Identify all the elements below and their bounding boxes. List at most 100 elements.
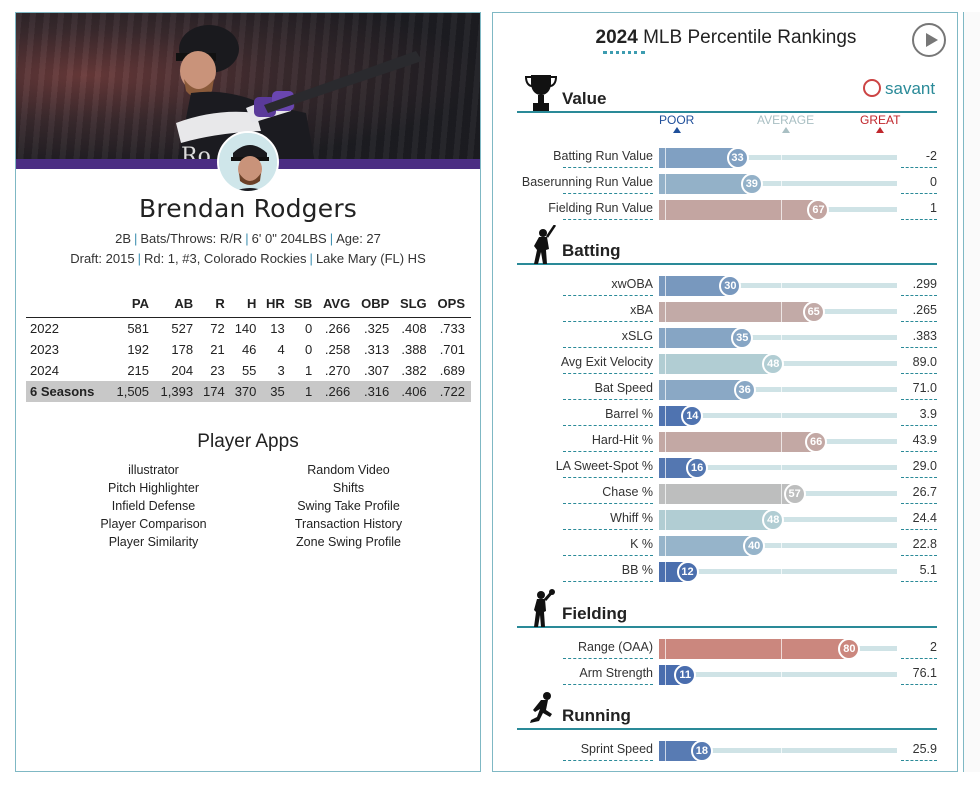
row-divider bbox=[901, 581, 937, 582]
stats-total-cell: 174 bbox=[199, 381, 231, 402]
percentile-bar bbox=[659, 276, 731, 296]
percentile-badge: 18 bbox=[690, 740, 713, 762]
player-app-link[interactable]: Infield Defense bbox=[111, 499, 196, 513]
metric-label: Sprint Speed bbox=[580, 742, 653, 756]
bar-start-marker bbox=[665, 276, 666, 296]
stats-cell: 178 bbox=[171, 342, 194, 357]
metric-row[interactable]: xwOBA 30 .299 bbox=[493, 274, 957, 300]
metric-row[interactable]: xSLG 35 .383 bbox=[493, 326, 957, 352]
savant-logo[interactable]: savant bbox=[863, 79, 935, 99]
metric-label: xwOBA bbox=[611, 277, 653, 291]
scale-great: GREAT bbox=[860, 113, 900, 133]
percentile-badge: 12 bbox=[676, 561, 699, 583]
player-app-link[interactable]: Pitch Highlighter bbox=[107, 481, 199, 495]
percentile-bar bbox=[659, 302, 814, 322]
bar-start-marker bbox=[665, 200, 666, 220]
bar-average-marker bbox=[781, 639, 782, 659]
bar-start-marker bbox=[665, 380, 666, 400]
metric-row[interactable]: K % 40 22.8 bbox=[493, 534, 957, 560]
metric-row[interactable]: Batting Run Value 33 -2 bbox=[493, 146, 957, 172]
player-app-link[interactable]: Random Video bbox=[307, 463, 390, 477]
metric-value: 2 bbox=[930, 640, 937, 654]
bio-line-2: Draft: 2015 | Rd: 1, #3, Colorado Rockies |… bbox=[70, 251, 426, 266]
player-app-link[interactable]: Swing Take Profile bbox=[297, 499, 400, 513]
percentile-bar bbox=[659, 174, 752, 194]
metric-row[interactable]: Barrel % 14 3.9 bbox=[493, 404, 957, 430]
stats-cell: .266 bbox=[324, 321, 351, 336]
player-app-link[interactable]: Shifts bbox=[332, 481, 365, 495]
bar-average-marker bbox=[781, 665, 782, 685]
metric-value: 3.9 bbox=[919, 407, 937, 421]
bar-average-marker bbox=[781, 741, 782, 761]
stats-cell: 21 bbox=[210, 342, 225, 357]
metric-row[interactable]: LA Sweet-Spot % 16 29.0 bbox=[493, 456, 957, 482]
metric-row[interactable]: Arm Strength 11 76.1 bbox=[493, 663, 957, 689]
row-divider bbox=[901, 684, 937, 685]
row-divider bbox=[563, 684, 653, 685]
percentile-badge: 11 bbox=[674, 664, 697, 686]
percentile-badge: 35 bbox=[731, 327, 754, 349]
metric-row[interactable]: Fielding Run Value 67 1 bbox=[493, 198, 957, 224]
stats-total-cell: .266 bbox=[318, 381, 357, 402]
metric-row[interactable]: Sprint Speed 18 25.9 bbox=[493, 739, 957, 765]
bar-average-marker bbox=[781, 432, 782, 452]
fielder-icon bbox=[525, 588, 557, 628]
row-divider bbox=[901, 373, 937, 374]
player-app-link[interactable]: Transaction History bbox=[294, 517, 403, 531]
row-divider bbox=[563, 425, 653, 426]
player-app-link[interactable]: illustrator bbox=[128, 463, 179, 477]
percentile-title: 2024 MLB Percentile Rankings bbox=[493, 27, 957, 49]
percentile-track bbox=[659, 155, 897, 160]
stats-total-cell: .722 bbox=[432, 381, 471, 402]
row-divider bbox=[901, 399, 937, 400]
stats-cell: .382 bbox=[401, 363, 427, 378]
metric-row[interactable]: Chase % 57 26.7 bbox=[493, 482, 957, 508]
metric-row[interactable]: Whiff % 48 24.4 bbox=[493, 508, 957, 534]
percentile-bar bbox=[659, 639, 850, 659]
metric-value: .299 bbox=[912, 277, 937, 291]
metric-value: 71.0 bbox=[912, 381, 937, 395]
player-app-link[interactable]: Zone Swing Profile bbox=[296, 535, 401, 549]
percentile-track bbox=[659, 387, 897, 392]
stats-season-cell: 2023 bbox=[30, 342, 59, 357]
metric-value: 26.7 bbox=[912, 485, 937, 499]
stats-total-cell: 1 bbox=[290, 381, 319, 402]
player-app-link[interactable]: Player Similarity bbox=[108, 535, 199, 549]
metric-value: 1 bbox=[930, 201, 937, 215]
stats-cell: 3 bbox=[277, 363, 285, 378]
player-app-link[interactable]: Player Comparison bbox=[100, 517, 207, 531]
percentile-badge: 40 bbox=[743, 535, 766, 557]
stats-total-cell: 1,505 bbox=[110, 381, 156, 402]
metric-row[interactable]: Avg Exit Velocity 48 89.0 bbox=[493, 352, 957, 378]
metric-row[interactable]: Range (OAA) 80 2 bbox=[493, 637, 957, 663]
section-title: Batting bbox=[562, 241, 621, 260]
percentile-bar bbox=[659, 328, 743, 348]
bar-start-marker bbox=[665, 174, 666, 194]
stats-cell: 1 bbox=[305, 363, 313, 378]
metric-label: Baserunning Run Value bbox=[521, 175, 653, 189]
metric-row[interactable]: Bat Speed 36 71.0 bbox=[493, 378, 957, 404]
bar-start-marker bbox=[665, 484, 666, 504]
row-divider bbox=[563, 658, 653, 659]
metric-row[interactable]: xBA 65 .265 bbox=[493, 300, 957, 326]
metric-value: -2 bbox=[925, 149, 937, 163]
metric-row[interactable]: Baserunning Run Value 39 0 bbox=[493, 172, 957, 198]
year-select-underline[interactable] bbox=[603, 51, 645, 54]
bio-line-1: 2B | Bats/Throws: R/R | 6' 0" 204LBS | Age: 27 bbox=[115, 231, 381, 246]
percentile-badge: 16 bbox=[686, 457, 709, 479]
stats-cell: .388 bbox=[401, 342, 427, 357]
stats-row: 2024 215 204 23 55 3 1 .270 .307 .382 .689 bbox=[26, 360, 471, 381]
play-icon[interactable] bbox=[912, 23, 946, 57]
metric-row[interactable]: Hard-Hit % 66 43.9 bbox=[493, 430, 957, 456]
stats-cell: 0 bbox=[305, 342, 313, 357]
row-divider bbox=[901, 167, 937, 168]
row-divider bbox=[563, 373, 653, 374]
stats-cell: 204 bbox=[171, 363, 194, 378]
stats-cell: .733 bbox=[439, 321, 465, 336]
row-divider bbox=[901, 760, 937, 761]
metric-row[interactable]: BB % 12 5.1 bbox=[493, 560, 957, 586]
percentile-track bbox=[659, 283, 897, 288]
percentile-track bbox=[659, 181, 897, 186]
player-headshot bbox=[217, 131, 279, 193]
row-divider bbox=[563, 503, 653, 504]
